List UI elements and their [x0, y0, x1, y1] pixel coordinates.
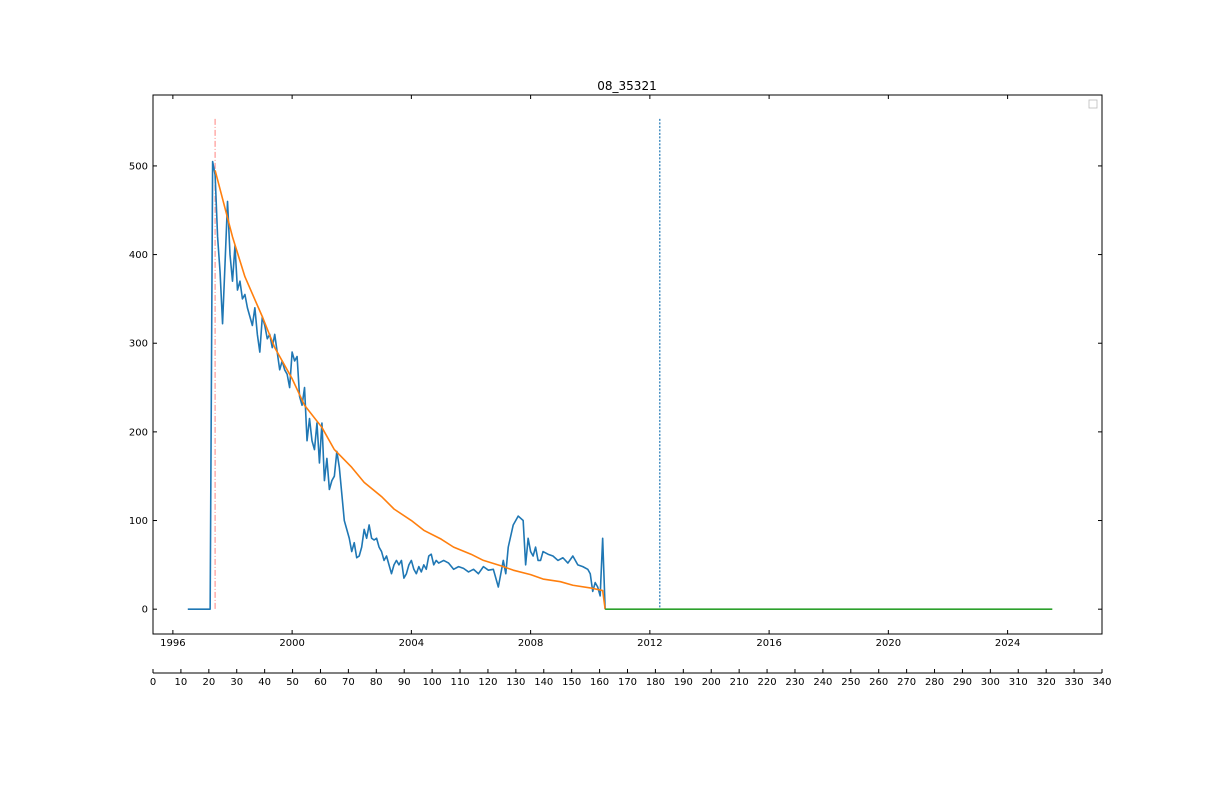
- secondary-x-tick-label: 100: [423, 677, 442, 688]
- secondary-x-tick-label: 30: [230, 677, 243, 688]
- secondary-x-tick-label: 300: [981, 677, 1000, 688]
- x-tick-label: 2008: [518, 638, 543, 649]
- secondary-x-tick-label: 50: [286, 677, 299, 688]
- secondary-x-tick-label: 340: [1092, 677, 1111, 688]
- secondary-x-tick-label: 280: [925, 677, 944, 688]
- x-tick-label: 2020: [876, 638, 901, 649]
- secondary-x-tick-label: 110: [450, 677, 469, 688]
- secondary-x-tick-label: 200: [702, 677, 721, 688]
- y-tick-label: 500: [129, 161, 148, 172]
- x-tick-label: 2024: [995, 638, 1020, 649]
- y-tick-label: 300: [129, 339, 148, 350]
- secondary-x-tick-label: 330: [1065, 677, 1084, 688]
- plot-area: [187, 118, 1053, 610]
- secondary-x-tick-label: 20: [202, 677, 215, 688]
- secondary-x-tick-label: 180: [646, 677, 665, 688]
- x-tick-label: 2004: [399, 638, 424, 649]
- secondary-x-tick-label: 60: [314, 677, 327, 688]
- chart-title: 08_35321: [597, 79, 656, 93]
- secondary-x-tick-label: 190: [674, 677, 693, 688]
- secondary-x-tick-label: 210: [730, 677, 749, 688]
- secondary-x-tick-label: 310: [1009, 677, 1028, 688]
- x-tick-label: 2016: [756, 638, 781, 649]
- secondary-x-tick-label: 80: [370, 677, 383, 688]
- secondary-x-tick-label: 150: [562, 677, 581, 688]
- secondary-x-tick-label: 250: [841, 677, 860, 688]
- secondary-x-tick-label: 120: [478, 677, 497, 688]
- secondary-x-tick-label: 320: [1037, 677, 1056, 688]
- secondary-x-tick-label: 220: [758, 677, 777, 688]
- secondary-x-tick-label: 160: [590, 677, 609, 688]
- secondary-x-tick-label: 140: [534, 677, 553, 688]
- y-tick-label: 200: [129, 427, 148, 438]
- secondary-x-tick-label: 10: [175, 677, 188, 688]
- secondary-x-tick-label: 270: [897, 677, 916, 688]
- series-line-1: [187, 160, 606, 610]
- series-line-2: [214, 170, 606, 610]
- secondary-x-tick-label: 260: [869, 677, 888, 688]
- secondary-x-tick-label: 40: [258, 677, 271, 688]
- y-axis: 0 100 200 300 400 500: [129, 161, 1102, 616]
- secondary-x-tick-label: 290: [953, 677, 972, 688]
- x-tick-label: 2000: [279, 638, 304, 649]
- secondary-x-tick-label: 170: [618, 677, 637, 688]
- y-tick-label: 400: [129, 250, 148, 261]
- y-tick-label: 100: [129, 516, 148, 527]
- secondary-x-tick-label: 70: [342, 677, 355, 688]
- secondary-x-tick-label: 130: [506, 677, 525, 688]
- secondary-x-tick-label: 0: [150, 677, 156, 688]
- plot-frame: [152, 94, 1103, 635]
- legend-box: [1088, 99, 1098, 109]
- secondary-x-tick-label: 230: [785, 677, 804, 688]
- y-tick-label: 0: [142, 605, 148, 616]
- secondary-x-tick-label: 240: [813, 677, 832, 688]
- secondary-x-axis: 0 10 20 30 40 50 60 70 80 90 100 110 120 130 140 150 160…: [150, 669, 1112, 688]
- x-axis: 1996 2000 2004 2008 2012 2016 2020 2024: [160, 95, 1020, 649]
- secondary-x-tick-label: 90: [398, 677, 411, 688]
- x-tick-label: 1996: [160, 638, 185, 649]
- x-tick-label: 2012: [637, 638, 662, 649]
